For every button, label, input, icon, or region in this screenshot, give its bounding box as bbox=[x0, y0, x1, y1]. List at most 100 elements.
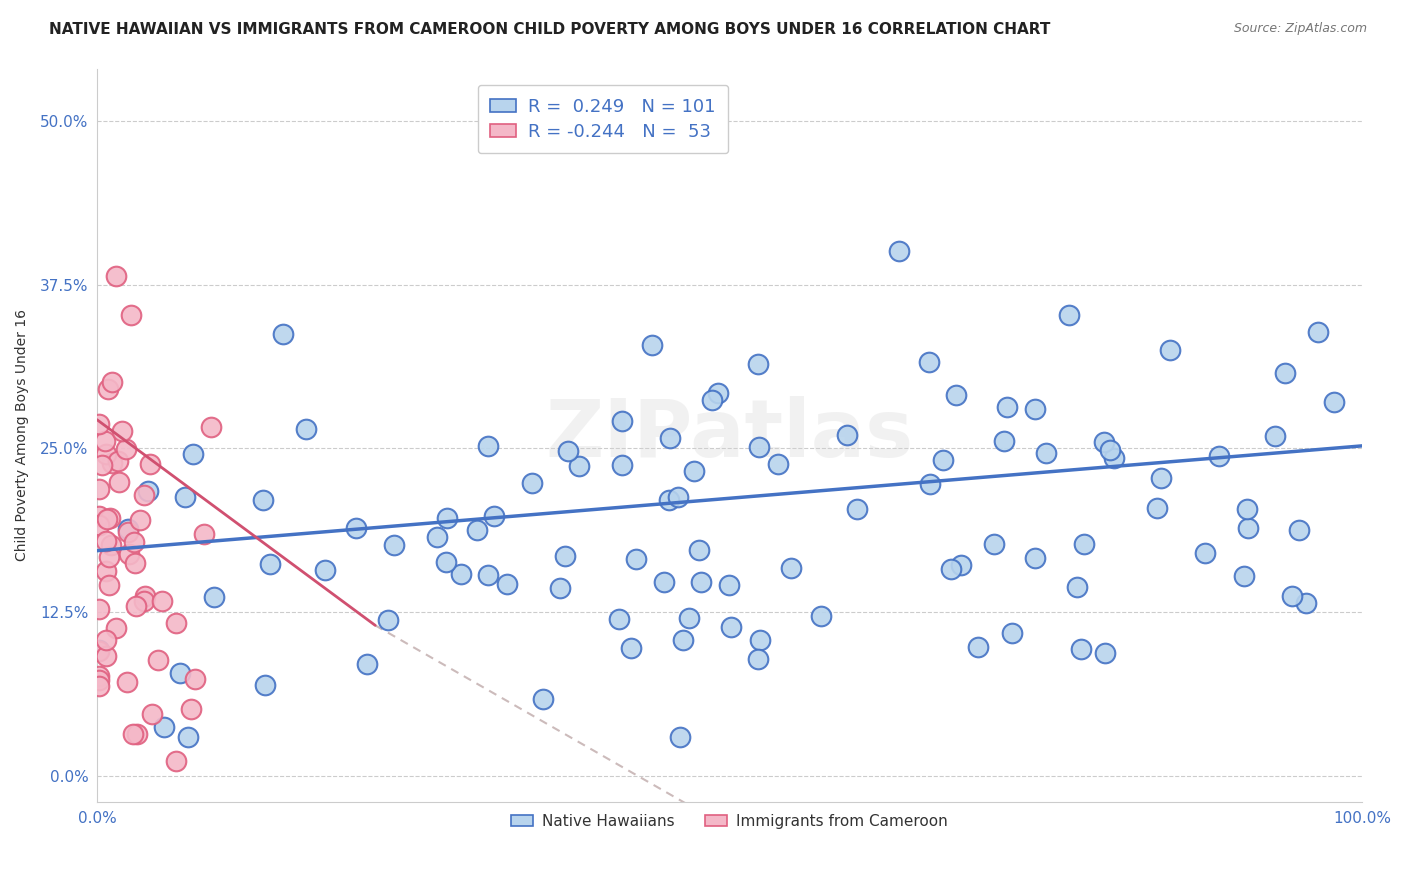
Point bbox=[477, 439, 499, 453]
Point bbox=[129, 513, 152, 527]
Point bbox=[1236, 521, 1258, 535]
Point bbox=[117, 524, 139, 539]
Point bbox=[1024, 402, 1046, 417]
Point bbox=[620, 640, 643, 655]
Point bbox=[111, 424, 134, 438]
Point bbox=[1281, 589, 1303, 603]
Point bbox=[139, 457, 162, 471]
Point bbox=[180, 702, 202, 716]
Point bbox=[688, 543, 710, 558]
Point bbox=[165, 754, 187, 768]
Point bbox=[165, 615, 187, 630]
Point bbox=[152, 594, 174, 608]
Point bbox=[747, 652, 769, 666]
Point bbox=[377, 613, 399, 627]
Point bbox=[148, 653, 170, 667]
Point bbox=[810, 609, 832, 624]
Point bbox=[1001, 626, 1024, 640]
Point bbox=[89, 417, 111, 432]
Point bbox=[1073, 537, 1095, 551]
Point bbox=[995, 400, 1018, 414]
Point bbox=[749, 632, 772, 647]
Point bbox=[173, 490, 195, 504]
Point bbox=[949, 558, 972, 572]
Point bbox=[1102, 450, 1125, 465]
Point bbox=[98, 550, 121, 565]
Point bbox=[554, 549, 576, 563]
Point bbox=[1098, 442, 1121, 457]
Point bbox=[652, 574, 675, 589]
Point bbox=[666, 490, 689, 504]
Point bbox=[169, 666, 191, 681]
Point bbox=[779, 560, 801, 574]
Point bbox=[983, 537, 1005, 551]
Point bbox=[115, 442, 138, 457]
Point bbox=[98, 578, 121, 592]
Point bbox=[89, 669, 111, 683]
Point bbox=[384, 539, 406, 553]
Point bbox=[482, 508, 505, 523]
Point bbox=[465, 524, 488, 538]
Point bbox=[889, 244, 911, 258]
Point bbox=[122, 535, 145, 549]
Point bbox=[89, 673, 111, 687]
Point bbox=[97, 382, 120, 396]
Point bbox=[610, 415, 633, 429]
Point bbox=[678, 611, 700, 625]
Point bbox=[700, 393, 723, 408]
Point bbox=[138, 484, 160, 499]
Point bbox=[89, 644, 111, 658]
Point bbox=[568, 459, 591, 474]
Point bbox=[134, 594, 156, 608]
Point bbox=[141, 707, 163, 722]
Point bbox=[1306, 325, 1329, 339]
Point bbox=[1035, 446, 1057, 460]
Point bbox=[94, 564, 117, 578]
Point bbox=[271, 326, 294, 341]
Point bbox=[496, 577, 519, 591]
Point bbox=[100, 511, 122, 525]
Point bbox=[436, 510, 458, 524]
Point bbox=[720, 620, 742, 634]
Legend: Native Hawaiians, Immigrants from Cameroon: Native Hawaiians, Immigrants from Camero… bbox=[505, 808, 953, 835]
Point bbox=[966, 640, 988, 655]
Point bbox=[87, 643, 110, 657]
Point bbox=[127, 726, 149, 740]
Point bbox=[932, 452, 955, 467]
Point bbox=[122, 727, 145, 741]
Point bbox=[718, 578, 741, 592]
Point bbox=[132, 488, 155, 502]
Point bbox=[89, 517, 111, 532]
Point bbox=[94, 534, 117, 549]
Point bbox=[108, 475, 131, 489]
Point bbox=[520, 475, 543, 490]
Point bbox=[96, 447, 118, 461]
Point bbox=[707, 386, 730, 401]
Point bbox=[610, 458, 633, 473]
Point bbox=[356, 657, 378, 671]
Point bbox=[425, 530, 447, 544]
Point bbox=[89, 482, 111, 496]
Point bbox=[202, 590, 225, 604]
Point bbox=[295, 422, 318, 436]
Point bbox=[658, 431, 681, 445]
Point bbox=[118, 547, 141, 561]
Point bbox=[120, 308, 142, 322]
Text: NATIVE HAWAIIAN VS IMMIGRANTS FROM CAMEROON CHILD POVERTY AMONG BOYS UNDER 16 CO: NATIVE HAWAIIAN VS IMMIGRANTS FROM CAMER… bbox=[49, 22, 1050, 37]
Point bbox=[1150, 470, 1173, 484]
Point bbox=[115, 674, 138, 689]
Point bbox=[748, 441, 770, 455]
Point bbox=[766, 457, 789, 471]
Point bbox=[1323, 395, 1346, 409]
Point bbox=[125, 599, 148, 614]
Point bbox=[105, 269, 128, 284]
Point bbox=[993, 434, 1015, 448]
Y-axis label: Child Poverty Among Boys Under 16: Child Poverty Among Boys Under 16 bbox=[15, 310, 30, 561]
Point bbox=[96, 512, 118, 526]
Point bbox=[314, 563, 336, 577]
Point bbox=[101, 375, 124, 389]
Point bbox=[184, 672, 207, 686]
Point bbox=[89, 508, 111, 523]
Point bbox=[920, 477, 942, 491]
Point bbox=[1159, 343, 1181, 357]
